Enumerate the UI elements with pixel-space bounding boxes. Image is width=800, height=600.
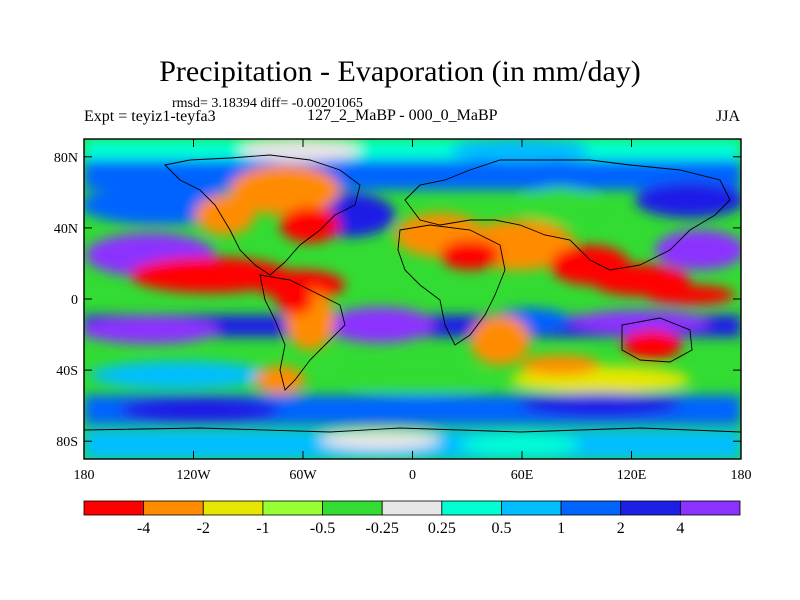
colorbar-swatch bbox=[620, 500, 681, 516]
lat-tick-label: 80N bbox=[54, 151, 78, 166]
chart-title: Precipitation - Evaporation (in mm/day) bbox=[159, 55, 641, 88]
lon-tick-label: 180 bbox=[731, 468, 752, 483]
lat-tick-label: 40N bbox=[54, 222, 78, 237]
map-field bbox=[84, 139, 741, 459]
colorbar-label: 2 bbox=[617, 520, 625, 537]
colorbar-swatch bbox=[501, 500, 562, 516]
colorbar-swatch bbox=[143, 500, 204, 516]
lon-tick-label: 0 bbox=[409, 468, 416, 483]
lon-tick-label: 180 bbox=[74, 468, 95, 483]
colorbar-label: -0.5 bbox=[310, 520, 335, 537]
colorbar-label: 4 bbox=[676, 520, 684, 537]
season-label: JJA bbox=[716, 108, 741, 125]
colorbar-swatch bbox=[202, 500, 264, 516]
colorbar-swatch bbox=[441, 500, 502, 516]
period-label: 127_2_MaBP - 000_0_MaBP bbox=[307, 107, 498, 124]
colorbar: -4 -2 -1 -0.5 -0.25 0.25 0.5 1 2 4 bbox=[83, 500, 741, 537]
colorbar-label: 0.25 bbox=[428, 520, 456, 537]
longitude-axis: 180 120W 60W 0 60E 120E 180 bbox=[74, 139, 752, 483]
colorbar-swatch bbox=[560, 500, 622, 516]
stats-line: rmsd= 3.18394 diff= -0.00201065 bbox=[172, 96, 363, 111]
colorbar-label: 1 bbox=[557, 520, 565, 537]
colorbar-swatch bbox=[322, 500, 383, 516]
coastlines bbox=[84, 154, 741, 433]
lon-tick-label: 60E bbox=[511, 468, 534, 483]
colorbar-label: -2 bbox=[197, 520, 210, 537]
colorbar-swatch bbox=[381, 500, 443, 516]
colorbar-label: 0.5 bbox=[491, 520, 511, 537]
colorbar-label: -0.25 bbox=[366, 520, 399, 537]
colorbar-label: -4 bbox=[137, 520, 150, 537]
lon-tick-label: 120E bbox=[617, 468, 647, 483]
colorbar-swatch bbox=[262, 500, 323, 516]
lat-tick-label: 0 bbox=[71, 293, 78, 308]
colorbar-label: -1 bbox=[256, 520, 269, 537]
latitude-axis: 80N 40N 0 40S 80S bbox=[54, 151, 741, 450]
lon-tick-label: 120W bbox=[176, 468, 211, 483]
lat-tick-label: 80S bbox=[56, 435, 78, 450]
lat-tick-label: 40S bbox=[56, 364, 78, 379]
lon-tick-label: 60W bbox=[289, 468, 317, 483]
colorbar-swatch bbox=[679, 500, 741, 516]
colorbar-swatch bbox=[83, 500, 145, 516]
experiment-label: Expt = teyiz1-teyfa3 bbox=[84, 108, 216, 125]
